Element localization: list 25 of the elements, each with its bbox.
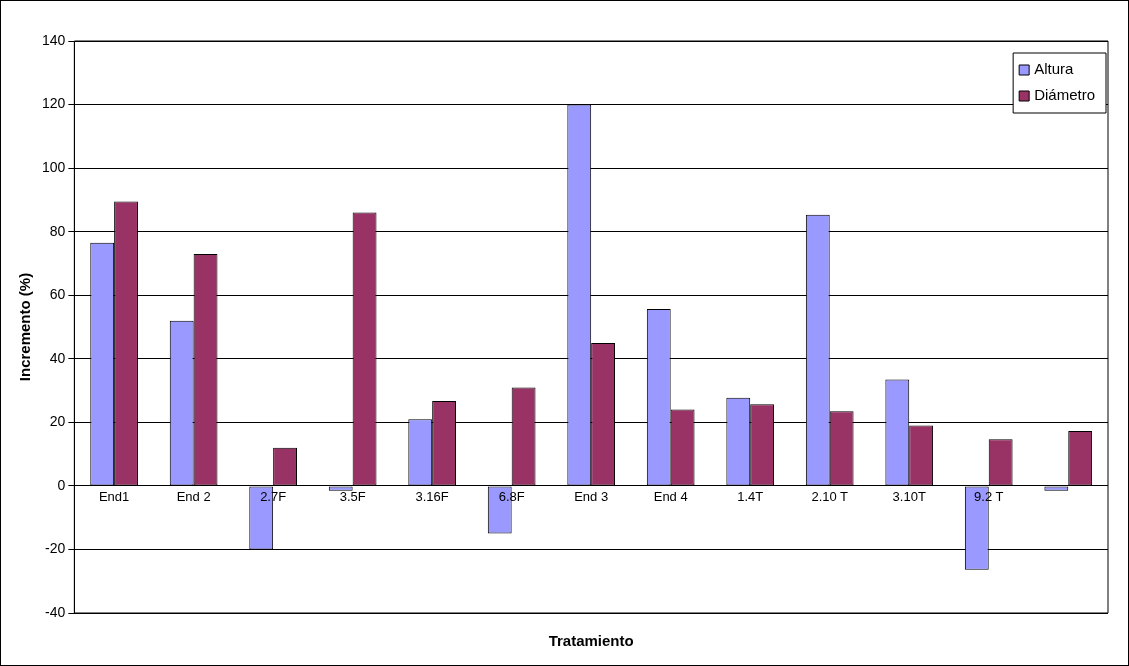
x-axis-title: Tratamiento [548, 632, 634, 650]
x-tick-label: 3.10T [892, 488, 926, 504]
y-tick-label: 40 [49, 349, 66, 366]
x-tick-label: 2.10 T [811, 488, 849, 504]
y-tick-label: -20 [45, 540, 66, 557]
x-tick-label: End1 [98, 488, 130, 504]
y-tick-label: 120 [42, 95, 66, 112]
y-tick-label: -40 [45, 603, 66, 620]
legend-label: Altura [1034, 60, 1074, 78]
x-tick-label: 6.8F [498, 488, 525, 504]
y-tick-label: 140 [42, 31, 66, 48]
y-axis-title: Incremento (%) [16, 272, 34, 382]
y-tick-label: 60 [49, 286, 66, 303]
x-tick-label: 1.4T [737, 488, 764, 504]
x-tick-label: 3.16F [415, 488, 449, 504]
x-tick-label: End 3 [574, 488, 609, 504]
y-tick-label: 0 [57, 476, 66, 493]
x-tick-label: 3.5F [339, 488, 366, 504]
x-tick-label: 9.2 T [974, 488, 1004, 504]
legend-label: Diámetro [1034, 86, 1096, 104]
x-tick-label: End 4 [653, 488, 688, 504]
x-tick-label: End 2 [176, 488, 211, 504]
y-tick-label: 100 [42, 158, 66, 175]
y-tick-label: 20 [49, 413, 66, 430]
y-tick-label: 80 [49, 222, 66, 239]
